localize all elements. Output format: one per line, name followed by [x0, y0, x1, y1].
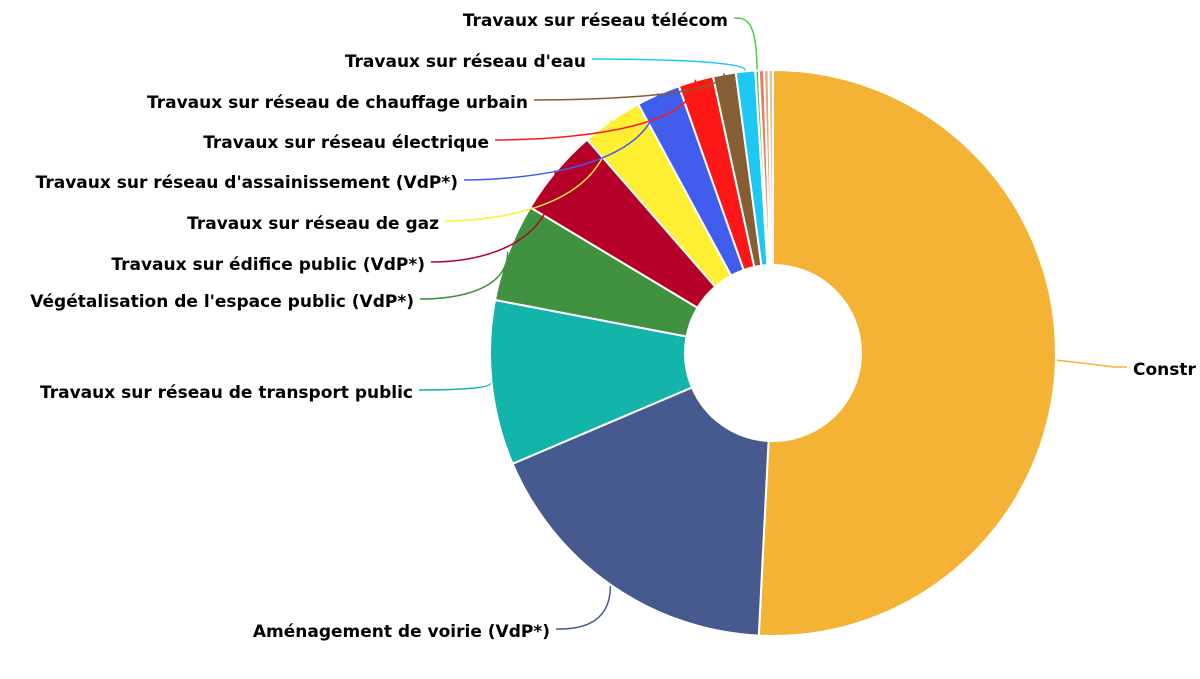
leader-line-amenagement-de-voirie-vdp — [555, 585, 612, 630]
slice-label-amenagement-de-voirie-vdp: Aménagement de voirie (VdP*) — [253, 622, 550, 642]
slices-layer — [489, 68, 1057, 637]
leader-line-travaux-sur-reseau-telecom — [733, 17, 758, 70]
slice-label-travaux-sur-reseau-telecom: Travaux sur réseau télécom — [463, 11, 728, 31]
leader-line-travaux-sur-reseau-de-gaz — [444, 119, 612, 222]
slice-label-travaux-sur-reseau-electrique: Travaux sur réseau électrique — [203, 133, 489, 153]
slice-label-vegetalisation-de-l-espace-public-vdp: Végétalisation de l'espace public (VdP*) — [30, 292, 414, 312]
slice-travaux-sur-reseau-de-transport-public[interactable] — [489, 298, 694, 466]
leader-line-travaux-sur-reseau-d-assainissement-vdp — [463, 93, 659, 181]
leader-line-travaux-sur-edifice-public-vdp — [430, 170, 557, 263]
slice-label-travaux-sur-reseau-de-gaz: Travaux sur réseau de gaz — [187, 214, 439, 234]
slice-amenagement-de-voirie-vdp[interactable] — [511, 386, 770, 637]
slice-label-constr: Constr — [1133, 360, 1197, 380]
slice-label-travaux-sur-reseau-d-assainissement-vdp: Travaux sur réseau d'assainissement (VdP… — [36, 173, 458, 193]
slice-label-travaux-sur-reseau-d-eau: Travaux sur réseau d'eau — [345, 52, 586, 72]
leader-line-vegetalisation-de-l-espace-public-vdp — [419, 251, 509, 300]
slice-slice-13[interactable] — [767, 68, 774, 267]
slice-label-travaux-sur-reseau-de-transport-public: Travaux sur réseau de transport public — [40, 383, 413, 403]
slice-label-travaux-sur-edifice-public-vdp: Travaux sur édifice public (VdP*) — [111, 255, 425, 275]
leader-line-travaux-sur-reseau-de-transport-public — [418, 382, 492, 391]
leader-lines-layer — [418, 17, 1127, 630]
leader-line-travaux-sur-reseau-electrique — [494, 79, 697, 141]
leader-line-constr — [1056, 359, 1127, 368]
leader-line-travaux-sur-reseau-de-chauffage-urbain — [533, 72, 725, 101]
labels-layer: Constr Aménagement de voirie (VdP*) Travau… — [30, 11, 1196, 642]
leader-line-travaux-sur-reseau-d-eau — [591, 58, 747, 72]
slice-label-travaux-sur-reseau-de-chauffage-urbain: Travaux sur réseau de chauffage urbain — [147, 93, 528, 113]
slice-constr[interactable] — [757, 68, 1057, 637]
